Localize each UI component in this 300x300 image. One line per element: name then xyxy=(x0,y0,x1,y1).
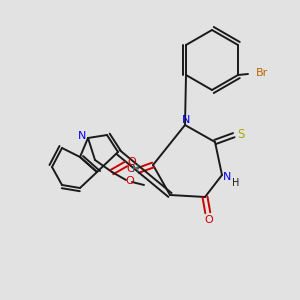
Text: N: N xyxy=(223,172,231,182)
Text: O: O xyxy=(126,176,134,186)
Text: O: O xyxy=(127,164,135,175)
Text: S: S xyxy=(237,128,244,141)
Text: O: O xyxy=(204,215,213,225)
Text: N: N xyxy=(182,115,190,125)
Text: O: O xyxy=(128,157,136,167)
Text: N: N xyxy=(78,131,86,141)
Text: H: H xyxy=(232,178,240,188)
Text: H: H xyxy=(132,164,140,173)
Text: Br: Br xyxy=(256,68,268,78)
